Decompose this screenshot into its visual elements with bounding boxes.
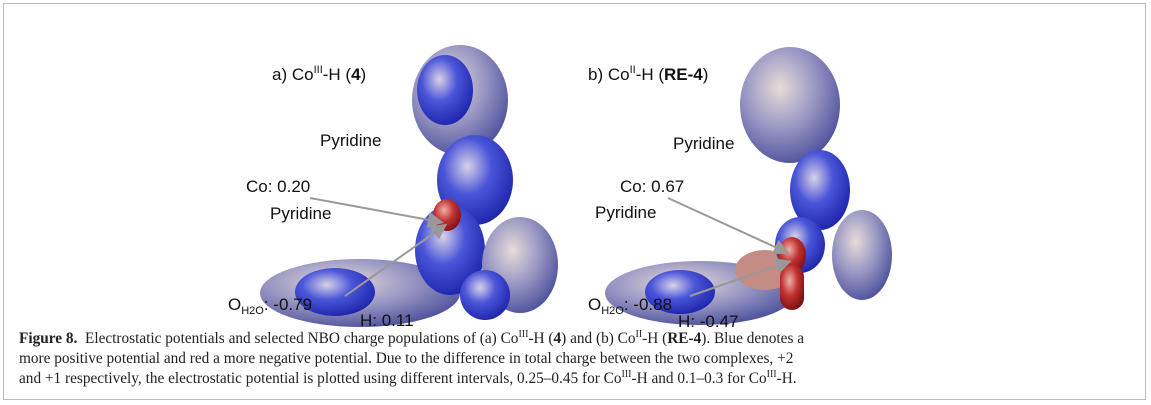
figure-frame (3, 3, 1146, 400)
caption-text: III (621, 368, 632, 380)
label-part: II (630, 64, 636, 76)
caption-text: -H and 0.1–0.3 for Co (631, 370, 767, 387)
label: Pyridine (320, 131, 381, 150)
caption-text: ). Blue denotes a (701, 330, 805, 347)
caption-text: Figure 8. (19, 330, 78, 347)
label: Pyridine (673, 134, 734, 153)
caption-text: II (635, 328, 643, 340)
label: OH2O: -0.88 (588, 295, 672, 317)
arrow (309, 197, 444, 228)
arrow (689, 258, 792, 297)
caption-text: III (766, 368, 777, 380)
caption-text: 4 (553, 330, 562, 347)
caption-text: ) and (b) Co (561, 330, 636, 347)
caption-line: Figure 8. Electrostatic potentials and s… (19, 329, 1139, 349)
label-part: : -0.79 (264, 295, 312, 314)
caption-text: III (518, 328, 529, 340)
panel-title: a) CoIII-H (4) (272, 64, 366, 84)
caption-text: and +1 respectively, the electrostatic p… (19, 370, 622, 387)
figure-image: a) CoIII-H (4) Pyridine Co: 0.20 Pyridin… (228, 45, 892, 330)
label-part: -H ( (323, 65, 352, 84)
label: Co: 0.67 (620, 177, 684, 196)
label-part: O (228, 295, 241, 314)
panel-title: b) CoII-H (RE-4) (588, 64, 708, 84)
label: Pyridine (270, 204, 331, 223)
label: Pyridine (595, 203, 656, 222)
label-part: 4 (351, 65, 361, 84)
label-part: b) Co (588, 65, 630, 84)
caption-text: RE-4 (667, 330, 702, 347)
caption-text: more positive potential and red a more n… (19, 350, 794, 367)
label-part: RE-4 (664, 65, 703, 84)
label-part: ) (361, 65, 367, 84)
label-part: ) (703, 65, 709, 84)
label: Co: 0.20 (246, 177, 310, 196)
caption-text: Electrostatic potentials and selected NB… (77, 330, 519, 347)
caption-text: -H ( (642, 330, 668, 347)
label-part: a) Co (272, 65, 314, 84)
label: H: 0.11 (360, 311, 414, 330)
arrow (344, 223, 448, 297)
label: H: -0.47 (678, 312, 738, 330)
caption: Figure 8. Electrostatic potentials and s… (19, 329, 1139, 389)
caption-line: and +1 respectively, the electrostatic p… (19, 369, 1139, 389)
label-part: -H ( (636, 65, 665, 84)
caption-line: more positive potential and red a more n… (19, 349, 1139, 369)
caption-text: -H ( (528, 330, 554, 347)
label-part: : -0.88 (624, 295, 672, 314)
arrow (667, 197, 790, 255)
label-part: III (314, 64, 323, 76)
label-part: H2O (241, 305, 264, 317)
label-part: H2O (601, 305, 624, 317)
caption-text: -H. (776, 370, 797, 387)
label: OH2O: -0.79 (228, 295, 312, 317)
label-part: O (588, 295, 601, 314)
